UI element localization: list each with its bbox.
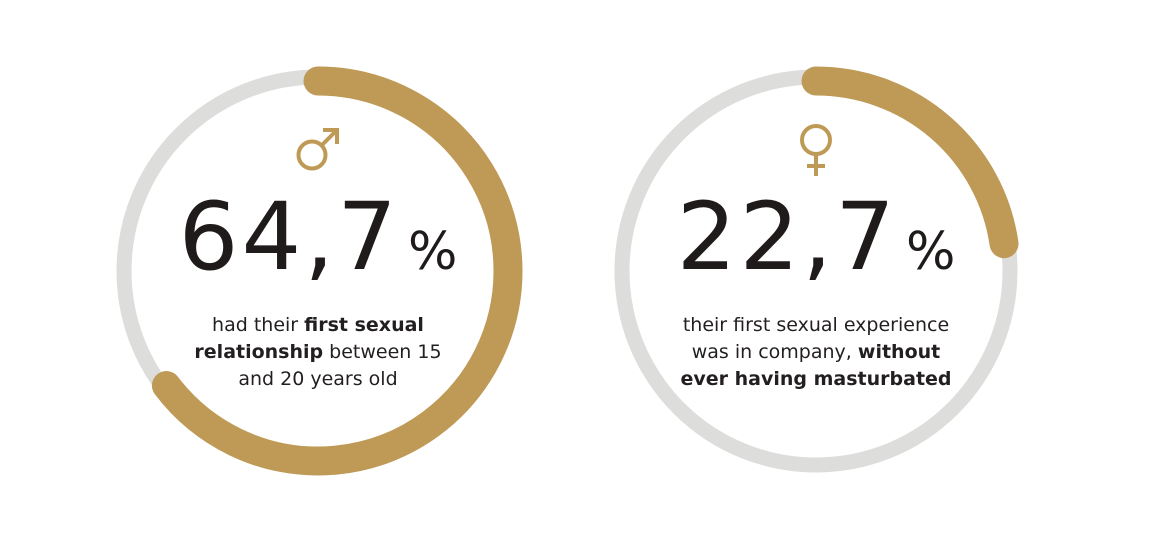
percent-sign: % [905, 222, 956, 282]
description-text: between 15 and 20 years old [238, 341, 442, 390]
stat-description: had their first sexual relationship betw… [68, 312, 568, 393]
description-bold-text: first sexual relationship [194, 314, 424, 363]
stat-card-male: 64,7% had their first sexual relationshi… [68, 0, 568, 544]
percent-sign: % [407, 222, 458, 282]
male-symbol-icon [68, 124, 568, 178]
description-bold-text: without ever having masturbated [680, 341, 952, 390]
percentage-value: 22,7% [566, 183, 1066, 292]
donut-chart-female [614, 66, 1019, 473]
description-text: their first sexual experience was in com… [682, 314, 950, 363]
donut-arc-value [151, 66, 523, 476]
female-symbol-icon [566, 122, 1066, 182]
stat-card-female: 22,7% their first sexual experience was … [566, 0, 1066, 544]
percentage-number: 64,7 [178, 183, 400, 292]
donut-arc-value [801, 66, 1019, 259]
percentage-value: 64,7% [68, 183, 568, 292]
stat-description: their first sexual experience was in com… [566, 312, 1066, 393]
donut-chart-male [116, 66, 523, 476]
percentage-number: 22,7 [676, 183, 898, 292]
description-text: had their [212, 314, 305, 336]
